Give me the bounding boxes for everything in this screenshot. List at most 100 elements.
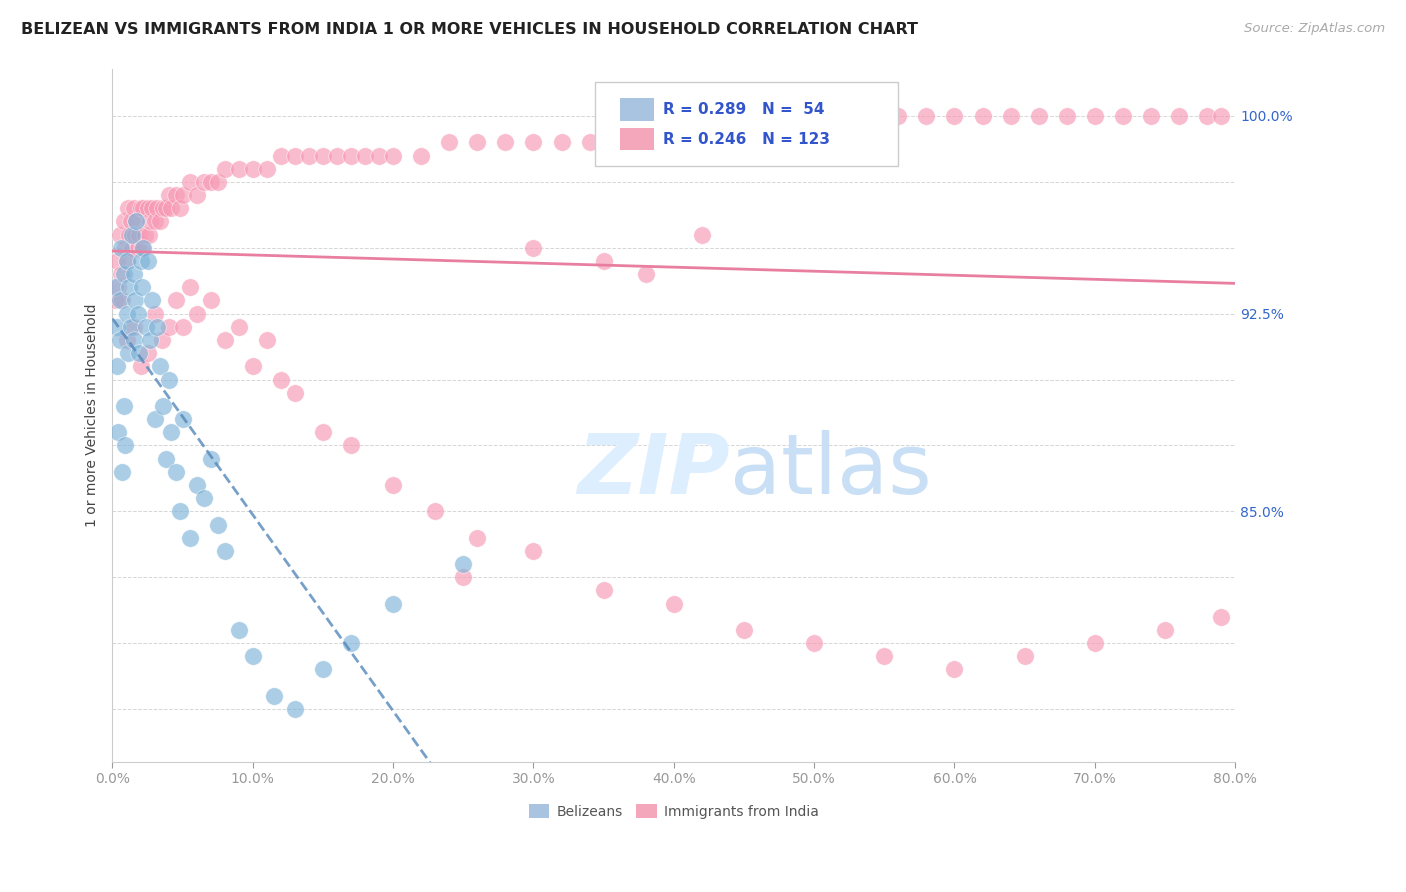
Text: Source: ZipAtlas.com: Source: ZipAtlas.com: [1244, 22, 1385, 36]
Point: [1084, 109, 1107, 123]
Point: [1014, 649, 1036, 664]
Point: [105, 254, 128, 268]
Point: [887, 109, 910, 123]
Point: [157, 188, 180, 202]
Point: [453, 570, 475, 584]
Point: [152, 201, 174, 215]
Point: [1028, 109, 1050, 123]
Point: [733, 623, 755, 637]
Point: [382, 148, 405, 162]
Point: [157, 319, 180, 334]
Point: [143, 412, 166, 426]
Point: [143, 307, 166, 321]
Point: [592, 583, 614, 598]
Point: [127, 307, 149, 321]
Point: [111, 293, 134, 308]
Point: [662, 122, 685, 136]
Point: [494, 136, 516, 150]
Point: [172, 188, 194, 202]
Point: [114, 241, 136, 255]
Point: [340, 438, 363, 452]
Point: [382, 478, 405, 492]
Point: [284, 148, 307, 162]
Text: R = 0.289   N =  54: R = 0.289 N = 54: [662, 102, 824, 117]
Point: [115, 254, 138, 268]
Point: [160, 425, 183, 440]
Point: [108, 293, 131, 308]
Point: [690, 227, 713, 242]
Point: [117, 346, 139, 360]
Point: [284, 702, 307, 716]
Point: [228, 623, 250, 637]
Point: [1168, 109, 1191, 123]
Y-axis label: 1 or more Vehicles in Household: 1 or more Vehicles in Household: [86, 303, 100, 527]
Point: [122, 333, 145, 347]
Point: [122, 201, 145, 215]
Point: [114, 438, 136, 452]
Point: [193, 175, 215, 189]
Point: [256, 333, 278, 347]
Point: [1056, 109, 1078, 123]
Point: [111, 465, 134, 479]
Point: [1140, 109, 1163, 123]
Point: [141, 293, 163, 308]
Point: [634, 122, 657, 136]
Point: [146, 201, 169, 215]
Point: [125, 214, 148, 228]
Point: [110, 267, 132, 281]
Point: [242, 649, 264, 664]
Point: [150, 333, 173, 347]
Text: R = 0.246   N = 123: R = 0.246 N = 123: [662, 132, 830, 146]
Point: [155, 451, 177, 466]
Point: [859, 109, 882, 123]
Point: [214, 333, 236, 347]
Legend: Belizeans, Immigrants from India: Belizeans, Immigrants from India: [523, 798, 825, 824]
Point: [155, 201, 177, 215]
Point: [139, 333, 162, 347]
Point: [169, 504, 191, 518]
Point: [115, 307, 138, 321]
Point: [354, 148, 377, 162]
Point: [136, 346, 159, 360]
Point: [152, 399, 174, 413]
Point: [112, 214, 135, 228]
Point: [115, 333, 138, 347]
Point: [165, 465, 187, 479]
Point: [943, 109, 966, 123]
Point: [128, 227, 150, 242]
Point: [139, 214, 162, 228]
Point: [149, 214, 172, 228]
Point: [132, 241, 155, 255]
Point: [120, 214, 142, 228]
Point: [340, 636, 363, 650]
Point: [972, 109, 994, 123]
Point: [200, 175, 222, 189]
Point: [340, 148, 363, 162]
Point: [775, 122, 797, 136]
Point: [228, 319, 250, 334]
Point: [662, 597, 685, 611]
Point: [129, 359, 152, 374]
Point: [1154, 623, 1177, 637]
Point: [138, 227, 160, 242]
Point: [193, 491, 215, 505]
Point: [312, 663, 335, 677]
Point: [522, 136, 544, 150]
Point: [186, 307, 208, 321]
Point: [125, 214, 148, 228]
Point: [121, 241, 143, 255]
Point: [132, 201, 155, 215]
Text: BELIZEAN VS IMMIGRANTS FROM INDIA 1 OR MORE VEHICLES IN HOUSEHOLD CORRELATION CH: BELIZEAN VS IMMIGRANTS FROM INDIA 1 OR M…: [21, 22, 918, 37]
Point: [149, 359, 172, 374]
Point: [326, 148, 349, 162]
Point: [108, 333, 131, 347]
Text: ZIP: ZIP: [578, 430, 730, 511]
Point: [160, 201, 183, 215]
Point: [915, 109, 938, 123]
Point: [172, 412, 194, 426]
Point: [207, 517, 229, 532]
Point: [135, 319, 157, 334]
Point: [214, 544, 236, 558]
Point: [298, 148, 321, 162]
Point: [411, 148, 433, 162]
